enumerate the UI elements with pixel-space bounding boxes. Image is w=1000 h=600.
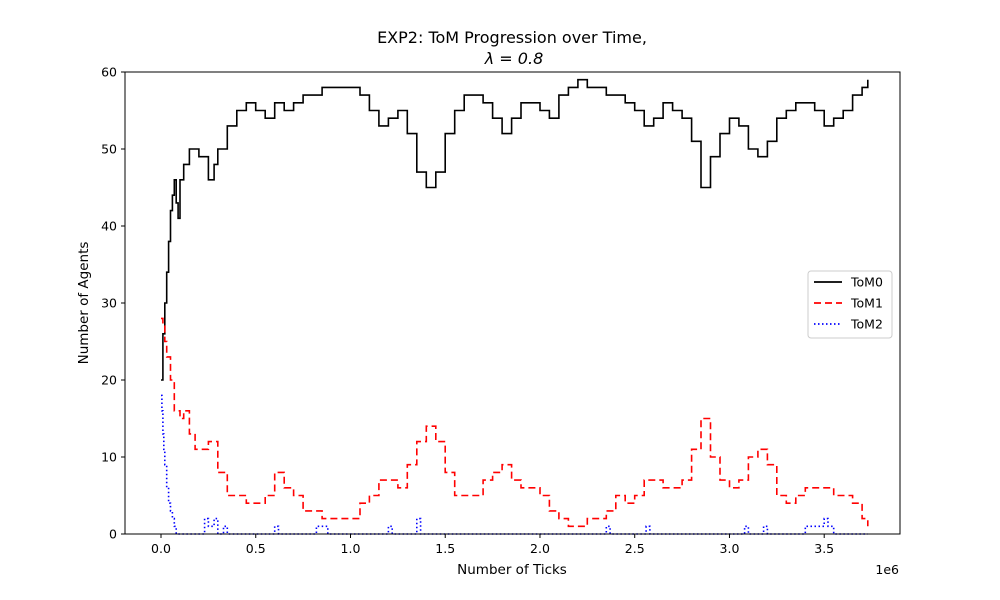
x-tick-label: 3.0: [720, 541, 740, 556]
legend: ToM0 ToM1 ToM2: [807, 270, 893, 339]
legend-label-tom2: ToM2: [850, 317, 883, 332]
x-axis-label: Number of Ticks: [457, 562, 567, 578]
y-tick-label: 30: [101, 296, 117, 311]
y-axis-label: Number of Agents: [76, 242, 92, 365]
chart-title: EXP2: ToM Progression over Time,: [377, 28, 647, 47]
series-layer: [161, 78, 869, 535]
x-tick-label: 3.5: [814, 541, 834, 556]
x-tick-label: 0.5: [246, 541, 266, 556]
y-tick-label: 10: [101, 450, 117, 465]
series-line-tom0: [161, 78, 869, 381]
legend-label-tom0: ToM0: [850, 275, 883, 290]
x-tick-label: 1.0: [341, 541, 361, 556]
x-axis: 0.0 0.5 1.0 1.5 2.0 2.5 3.0 3.5: [151, 534, 834, 556]
chart-subtitle: λ = 0.8: [484, 49, 544, 68]
x-tick-label: 2.5: [625, 541, 645, 556]
x-offset-label: 1e6: [875, 562, 899, 577]
series-line-tom1: [161, 317, 869, 528]
x-tick-label: 1.5: [435, 541, 455, 556]
series-line-tom2: [161, 394, 868, 535]
y-tick-label: 60: [101, 65, 117, 80]
x-tick-label: 2.0: [530, 541, 550, 556]
y-tick-label: 50: [101, 142, 117, 157]
x-tick-label: 0.0: [151, 541, 171, 556]
legend-box: [807, 270, 893, 339]
y-tick-label: 0: [109, 527, 117, 542]
legend-entries: ToM0 ToM1 ToM2: [814, 275, 883, 332]
y-tick-label: 20: [101, 373, 117, 388]
y-axis: 0 10 20 30 40 50 60: [101, 65, 125, 542]
legend-label-tom1: ToM1: [850, 296, 883, 311]
y-tick-label: 40: [101, 219, 117, 234]
